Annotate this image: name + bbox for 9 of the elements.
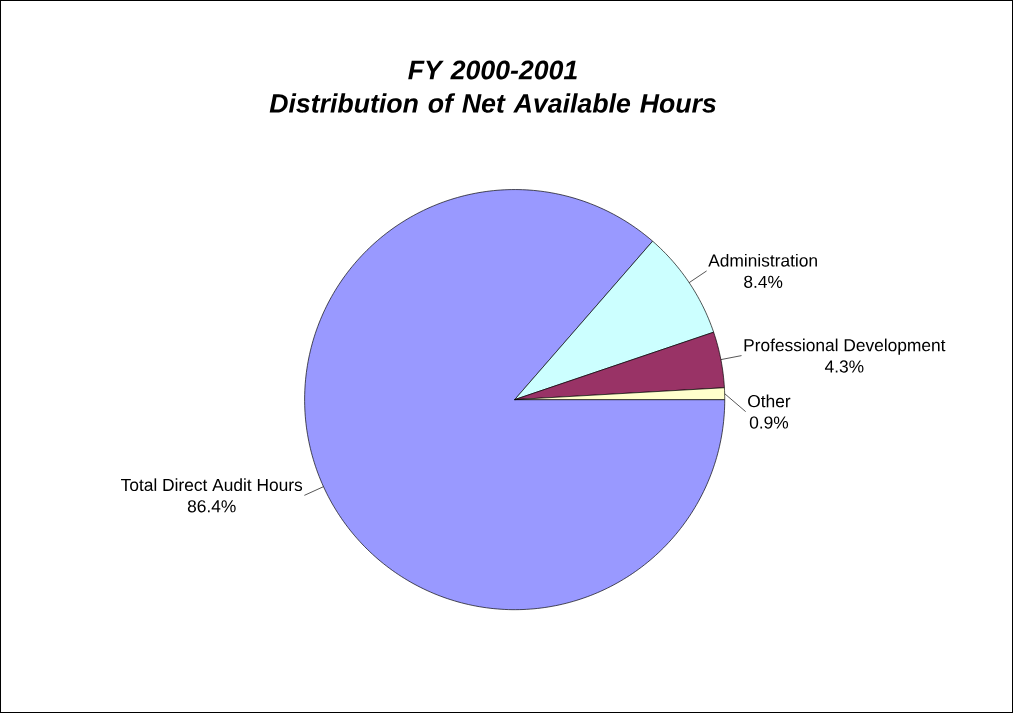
slice-label: Administration	[708, 253, 817, 267]
data-label: 0.9%	[749, 416, 789, 429]
data-label: 4.3%	[824, 360, 864, 373]
slice-label: Other	[748, 394, 791, 408]
data-label: 86.4%	[187, 500, 236, 513]
slice-label: Total Direct Audit Hours	[121, 478, 303, 492]
slice-label: Professional Development	[744, 338, 946, 355]
data-label: 8.4%	[744, 275, 783, 289]
chart-title: FY 2000-2001 Distribution of Net Available Hours	[269, 60, 716, 113]
